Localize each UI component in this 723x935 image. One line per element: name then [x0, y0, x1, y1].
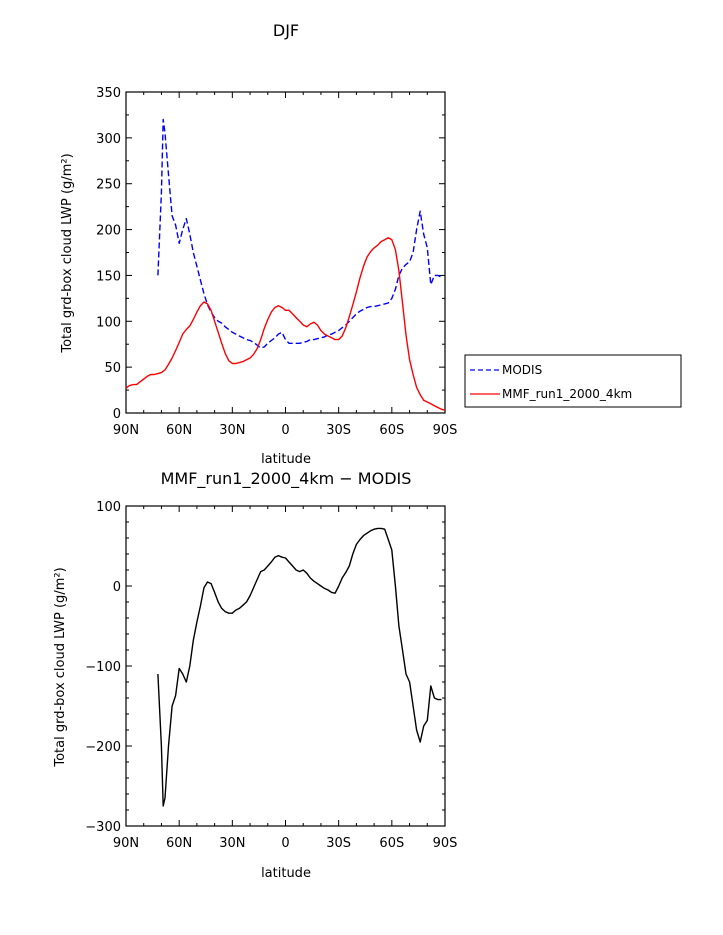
y-tick-label: 150	[96, 269, 121, 284]
x-tick-label: 90N	[113, 836, 139, 851]
y-tick-label: 350	[96, 86, 121, 101]
y-axis-label-top: Total grd-box cloud LWP (g/m²)	[60, 153, 75, 353]
y-tick-label: 100	[96, 315, 121, 330]
x-tick-label: 60S	[379, 423, 404, 438]
legend-label-modis: MODIS	[502, 363, 542, 377]
x-axis-label-bottom: latitude	[261, 866, 311, 881]
x-tick-label: 60S	[379, 836, 404, 851]
x-tick-label: 30S	[326, 423, 351, 438]
y-tick-label: 100	[96, 500, 121, 515]
y-tick-label: 200	[96, 224, 121, 239]
series-line-mmf-run1-2000-4km	[125, 237, 446, 411]
series-line-difference	[157, 527, 442, 807]
x-axis-label-top: latitude	[261, 452, 311, 467]
x-tick-label: 0	[281, 836, 289, 851]
x-tick-label: 30S	[326, 836, 351, 851]
y-tick-label: −300	[85, 820, 121, 835]
y-axis-label-bottom: Total grd-box cloud LWP (g/m²)	[53, 567, 68, 767]
legend-box	[464, 354, 682, 408]
difference-panel: MMF_run1_2000_4km − MODIS 90N 60N 30N 0 30S 6…	[53, 469, 457, 881]
y-tick-label: 300	[96, 132, 121, 147]
x-tick-label: 90S	[433, 836, 458, 851]
plot-frame-0	[125, 91, 446, 414]
legend: MODIS MMF_run1_2000_4km	[464, 354, 682, 408]
series-line-modis	[157, 118, 442, 349]
chart-title-difference: MMF_run1_2000_4km − MODIS	[161, 469, 412, 489]
djf-panel: DJF 90N 60N 30N 0 30S 60S 90S 0 50 100 150 200 250 30…	[60, 21, 457, 467]
plot-frame-1	[125, 505, 446, 827]
x-tick-label: 30N	[219, 836, 245, 851]
y-tick-label: 250	[96, 178, 121, 193]
y-tick-label: 0	[113, 580, 121, 595]
x-tick-label: 90N	[113, 423, 139, 438]
y-tick-label: 0	[113, 407, 121, 422]
x-tick-label: 0	[281, 423, 289, 438]
x-tick-label: 30N	[219, 423, 245, 438]
y-tick-label: −200	[85, 740, 121, 755]
y-tick-label: 50	[104, 361, 121, 376]
x-tick-label: 90S	[433, 423, 458, 438]
x-tick-label: 60N	[166, 836, 192, 851]
x-tick-label: 60N	[166, 423, 192, 438]
legend-label-mmf: MMF_run1_2000_4km	[502, 387, 632, 401]
chart-title-djf: DJF	[273, 21, 299, 40]
y-tick-label: −100	[85, 660, 121, 675]
